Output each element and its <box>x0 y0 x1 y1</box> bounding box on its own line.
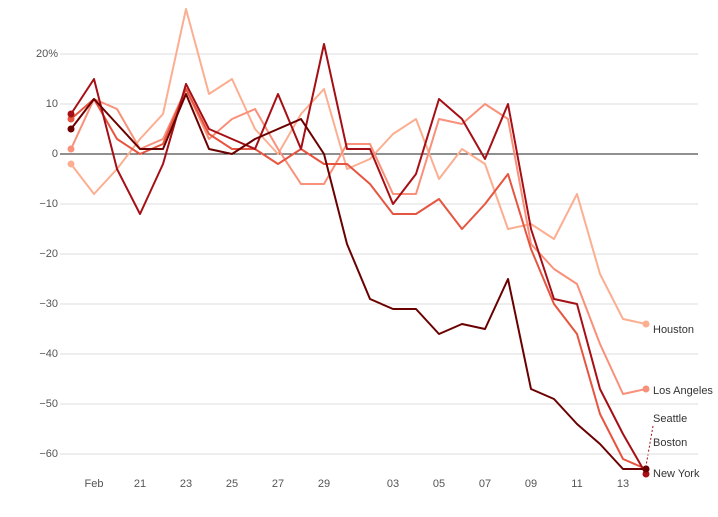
series-label-box: New York <box>653 468 700 480</box>
end-dot <box>642 465 650 473</box>
end-dot <box>642 320 650 328</box>
x-tick-label: Feb <box>85 478 104 490</box>
x-tick-label: 03 <box>387 478 399 490</box>
start-dot <box>67 115 75 123</box>
x-tick-label: 25 <box>226 478 238 490</box>
series-label: Boston <box>653 437 688 449</box>
x-tick-label: 13 <box>617 478 629 490</box>
x-tick-label: 11 <box>571 478 582 490</box>
series-line <box>70 88 647 395</box>
x-tick-label: 21 <box>134 478 146 490</box>
y-tick-label: 0 <box>52 148 58 160</box>
seattle-leader <box>645 425 654 467</box>
end-dot <box>642 470 650 478</box>
series-label-box: Seattle <box>653 413 688 425</box>
y-tick-label: −30 <box>39 298 58 310</box>
y-tick-label: −20 <box>39 248 58 260</box>
x-tick-label: 07 <box>479 478 491 490</box>
x-tick-label: 29 <box>318 478 330 490</box>
y-tick-label: −10 <box>39 198 58 210</box>
start-dot <box>67 160 75 168</box>
start-dot <box>67 110 75 118</box>
start-dot <box>67 125 75 133</box>
y-tick-label: −60 <box>39 448 58 460</box>
series-line <box>70 93 646 470</box>
series-line <box>70 43 647 475</box>
x-tick-label: 23 <box>180 478 192 490</box>
y-tick-label: 10 <box>46 98 58 110</box>
series-line <box>70 8 647 325</box>
series-label-box: Los Angeles <box>653 385 713 397</box>
series-label: Seattle <box>653 413 688 425</box>
series-label-box: Boston <box>653 437 688 449</box>
x-tick-label: 27 <box>272 478 284 490</box>
y-tick-label: −50 <box>39 398 58 410</box>
end-dot <box>642 385 650 393</box>
y-tick-label: −40 <box>39 348 58 360</box>
series-label: New York <box>653 468 700 480</box>
series-label: Los Angeles <box>653 385 713 397</box>
y-tick-label: 20% <box>36 48 58 60</box>
x-tick-label: 05 <box>433 478 445 490</box>
series-label-box: Houston <box>653 324 694 336</box>
series-label: Houston <box>653 324 694 336</box>
start-dot <box>67 145 75 153</box>
x-tick-label: 09 <box>525 478 537 490</box>
series-line <box>70 88 647 470</box>
